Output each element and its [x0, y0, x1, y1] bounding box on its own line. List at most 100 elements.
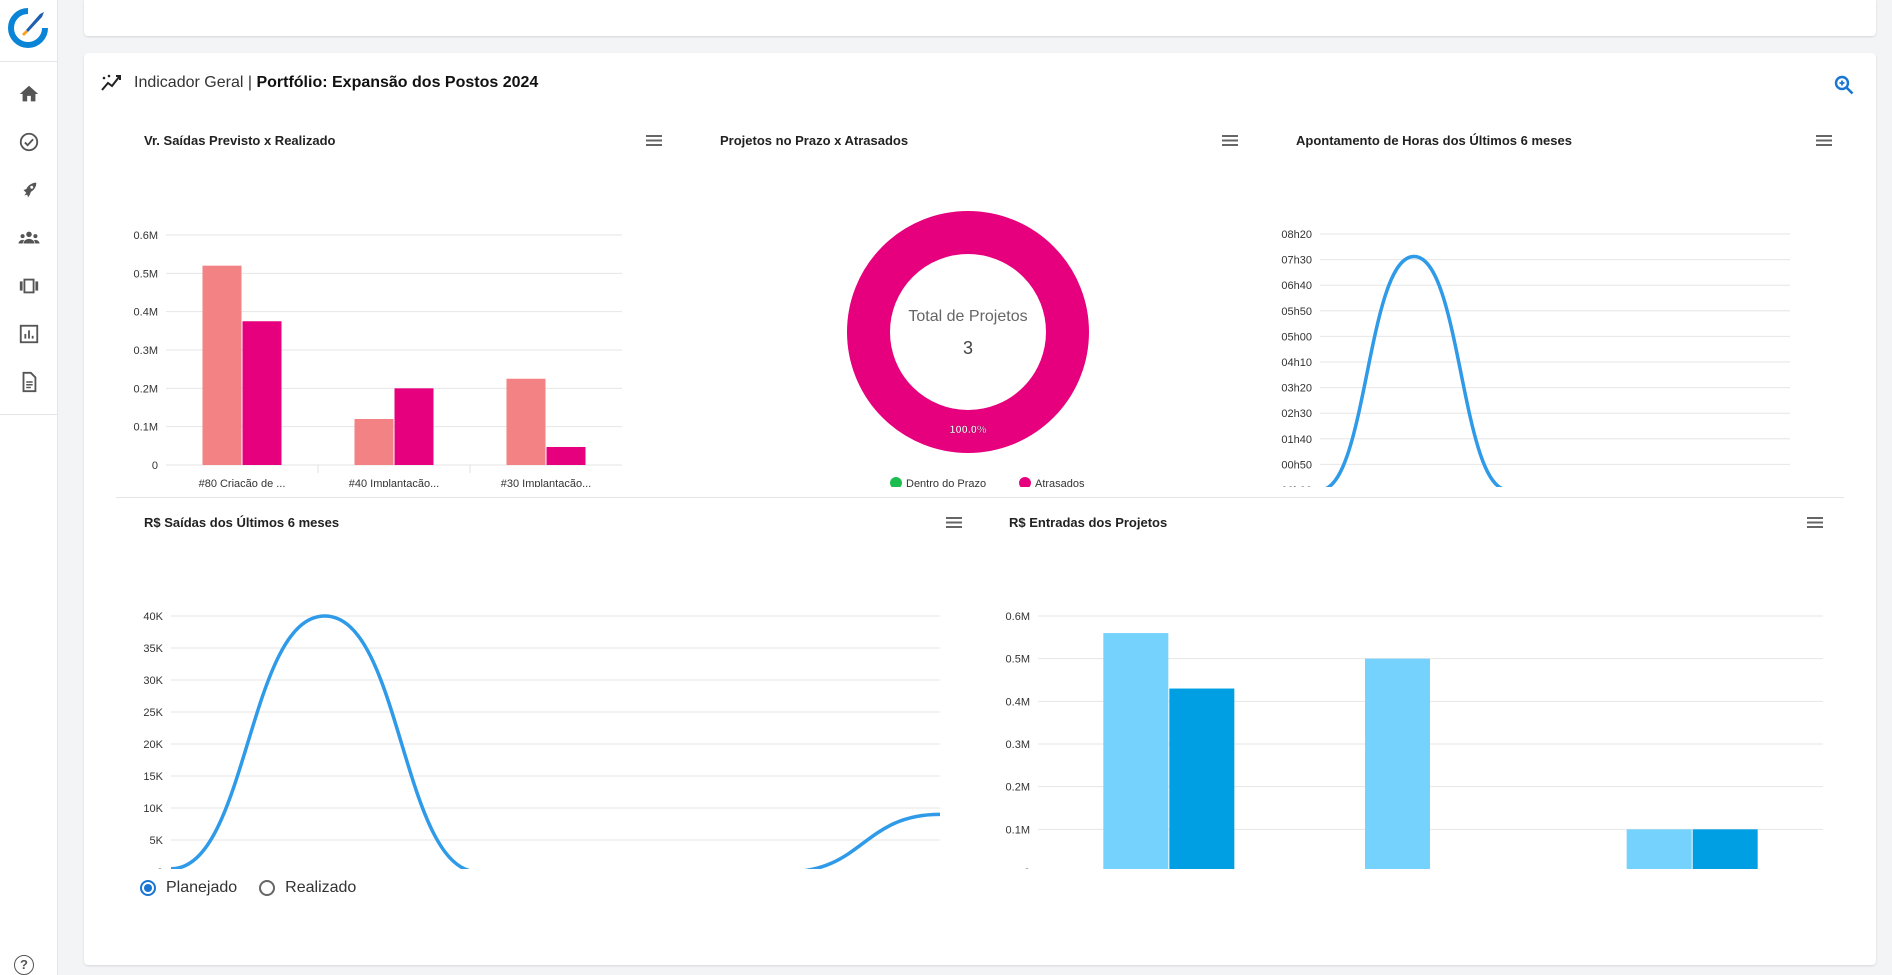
- bar-planejado: [202, 265, 242, 465]
- menu-line: [946, 517, 962, 519]
- bar-planejado: [1626, 829, 1692, 869]
- legend-label: Atrasados: [1035, 478, 1085, 487]
- y-tick-label: 0.5M: [1006, 654, 1030, 666]
- bar-realizado: [394, 388, 434, 465]
- y-tick-label: 08h20: [1281, 229, 1312, 241]
- y-tick-label: 03h20: [1281, 383, 1312, 395]
- hamburger-menu-icon[interactable]: [1807, 517, 1823, 528]
- chart-prazo-atrasados: Projetos no Prazo x Atrasados Total de Pr…: [720, 133, 1238, 487]
- series-line: [170, 614, 941, 869]
- y-tick-label: 0.6M: [1006, 611, 1030, 623]
- top-card: [84, 0, 1876, 36]
- menu-line: [646, 139, 662, 142]
- y-tick-label: 04h10: [1281, 357, 1312, 369]
- y-tick-label: 01h40: [1281, 434, 1312, 446]
- y-tick-label: 0.2M: [134, 383, 158, 395]
- bar-realizado: [546, 446, 586, 465]
- y-tick-label: 30K: [143, 675, 163, 687]
- y-tick-label: 05h50: [1281, 306, 1312, 318]
- donut-center-label: Total de Projetos: [908, 308, 1027, 325]
- chart-title: Apontamento de Horas dos Últimos 6 meses: [1296, 133, 1572, 148]
- sidebar-divider: [0, 414, 58, 415]
- hamburger-menu-icon[interactable]: [1816, 135, 1832, 146]
- radio-dot: [140, 880, 156, 896]
- sidebar-item-tasks[interactable]: [11, 124, 47, 160]
- home-icon: [19, 85, 39, 102]
- y-tick-label: 07h30: [1281, 255, 1312, 267]
- portfolio-name: Portfólio: Expansão dos Postos 2024: [256, 74, 539, 91]
- bar-realizado: [242, 321, 282, 465]
- chart-horas-6-meses: Apontamento de Horas dos Últimos 6 meses…: [1281, 133, 1832, 487]
- x-tick-label: #40 Implantação...: [349, 478, 440, 487]
- sidebar-item-projects[interactable]: [11, 172, 47, 208]
- x-tick-label: #30 Implantação...: [501, 478, 592, 487]
- chart-title: R$ Entradas dos Projetos: [1009, 515, 1167, 530]
- y-tick-label: 5K: [150, 835, 164, 847]
- y-tick-label: 06h40: [1281, 280, 1312, 292]
- chart-title: Vr. Saídas Previsto x Realizado: [144, 133, 336, 148]
- hamburger-menu-icon[interactable]: [946, 517, 962, 528]
- y-tick-label: 0.4M: [134, 307, 158, 319]
- zoom-icon[interactable]: [1832, 73, 1856, 97]
- sidebar-item-carousel[interactable]: [11, 268, 47, 304]
- bar-realizado: [1169, 688, 1235, 869]
- bar-realizado: [1692, 829, 1758, 869]
- hamburger-menu-icon[interactable]: [646, 135, 662, 146]
- y-tick-label: 0.4M: [1006, 696, 1030, 708]
- bar-planejado: [1103, 633, 1169, 869]
- hamburger-menu-icon[interactable]: [1222, 135, 1238, 146]
- y-tick-label: 0: [157, 867, 163, 869]
- trend-chart-icon: [101, 74, 121, 91]
- app-logo[interactable]: [6, 4, 52, 50]
- menu-line: [1222, 139, 1238, 142]
- y-tick-label: 00h00: [1281, 485, 1312, 487]
- radio-realizado-label: Realizado: [285, 879, 357, 896]
- bar-planejado: [354, 419, 394, 465]
- chart-title: R$ Saídas dos Últimos 6 meses: [144, 515, 339, 530]
- y-tick-label: 40K: [143, 611, 163, 623]
- card-header: Indicador Geral | Portfólio: Expansão do…: [100, 71, 538, 95]
- sidebar-item-documents[interactable]: [11, 364, 47, 400]
- radio-realizado[interactable]: Realizado: [259, 879, 356, 897]
- report-chart-icon: [19, 324, 39, 344]
- y-tick-label: 35K: [143, 643, 163, 655]
- sidebar-item-team[interactable]: [11, 220, 47, 256]
- y-tick-label: 00h50: [1281, 459, 1312, 471]
- donut-slice-atrasados: [847, 211, 1089, 453]
- help-icon[interactable]: ?: [14, 955, 34, 975]
- bar-planejado: [506, 378, 546, 465]
- chart-saidas-previsto-realizado: Vr. Saídas Previsto x Realizado 0 0.1M 0.2M…: [134, 133, 662, 487]
- y-tick-label: 0.2M: [1006, 782, 1030, 794]
- sidebar-divider: [0, 61, 58, 62]
- menu-line: [646, 135, 662, 137]
- menu-line: [1222, 135, 1238, 137]
- menu-line: [1807, 517, 1823, 519]
- y-tick-label: 0.3M: [134, 345, 158, 357]
- document-icon: [22, 371, 37, 393]
- header-prefix: Indicador Geral |: [134, 74, 252, 91]
- check-circle-icon: [19, 132, 39, 152]
- menu-line: [1807, 526, 1823, 528]
- x-tick-label: #80 Criação de ...: [199, 478, 286, 487]
- sidebar: ?: [0, 0, 58, 975]
- y-tick-label: 05h00: [1281, 331, 1312, 343]
- y-tick-label: 02h30: [1281, 408, 1312, 420]
- legend-swatch: [890, 477, 902, 487]
- y-tick-label: 0: [1024, 867, 1030, 869]
- y-tick-label: 0.1M: [1006, 824, 1030, 836]
- sidebar-item-reports[interactable]: [11, 316, 47, 352]
- y-tick-label: 0.6M: [134, 230, 158, 242]
- y-tick-label: 20K: [143, 739, 163, 751]
- team-icon: [18, 231, 40, 244]
- radio-planejado[interactable]: Planejado: [140, 879, 237, 897]
- sidebar-item-home[interactable]: [11, 76, 47, 112]
- menu-line: [946, 521, 962, 524]
- section-divider: [116, 497, 1844, 498]
- chart-rs-entradas-projetos: R$ Entradas dos Projetos 0 0.1M 0.2M 0.3M 0.4…: [1006, 515, 1823, 869]
- y-tick-label: 0: [152, 460, 158, 472]
- menu-line: [1807, 521, 1823, 524]
- series-toggle: Planejado Realizado: [140, 879, 378, 897]
- menu-line: [946, 526, 962, 528]
- chart-rs-saidas-6-meses: R$ Saídas dos Últimos 6 meses 0 5K 10K 15K 20…: [143, 515, 962, 869]
- chart-title: Projetos no Prazo x Atrasados: [720, 133, 908, 148]
